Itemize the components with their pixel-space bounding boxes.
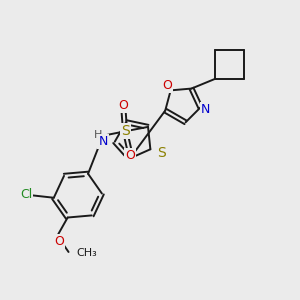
Text: S: S	[157, 146, 166, 160]
Text: N: N	[201, 103, 210, 116]
Text: Cl: Cl	[20, 188, 32, 201]
Text: CH₃: CH₃	[77, 248, 98, 258]
Text: O: O	[119, 100, 128, 112]
Text: N: N	[98, 134, 108, 148]
Text: O: O	[162, 79, 172, 92]
Text: H: H	[94, 130, 103, 140]
Text: O: O	[54, 235, 64, 248]
Text: S: S	[121, 124, 129, 138]
Text: O: O	[125, 149, 135, 162]
